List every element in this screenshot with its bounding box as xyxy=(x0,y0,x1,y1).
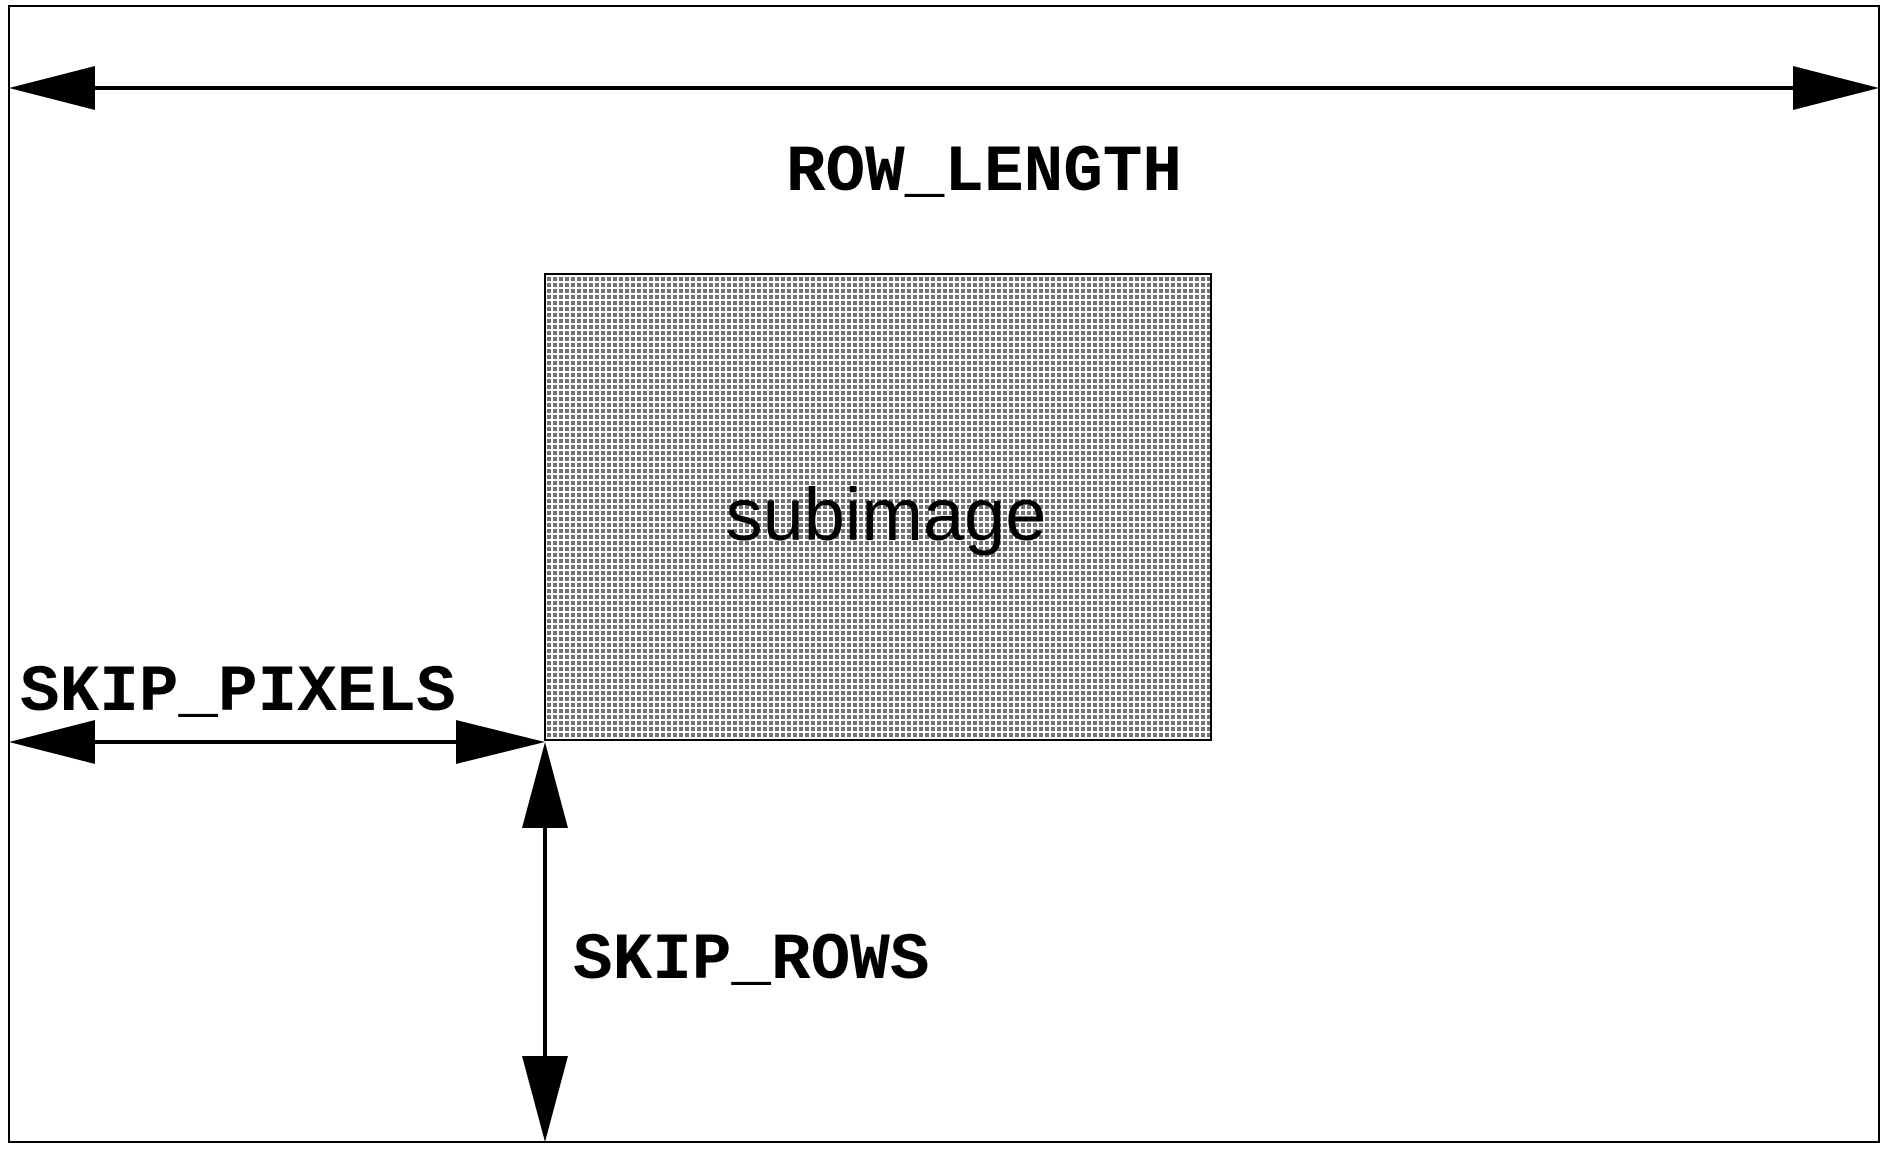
arrowhead-right xyxy=(1793,66,1879,110)
arrowhead-left xyxy=(9,66,95,110)
arrowhead-right xyxy=(456,720,545,764)
skip-rows-label: SKIP_ROWS xyxy=(573,923,929,998)
subimage-box xyxy=(544,273,1212,741)
row-length-label: ROW_LENGTH xyxy=(786,135,1182,210)
subimage-label: subimage xyxy=(726,473,1047,556)
row-length-arrow xyxy=(9,66,1879,110)
skip-rows-arrow xyxy=(522,742,568,1142)
arrowhead-up xyxy=(522,742,568,828)
arrowhead-left xyxy=(9,720,95,764)
skip-pixels-label: SKIP_PIXELS xyxy=(20,655,456,730)
arrowhead-down xyxy=(522,1056,568,1142)
skip-pixels-arrow xyxy=(9,720,545,764)
